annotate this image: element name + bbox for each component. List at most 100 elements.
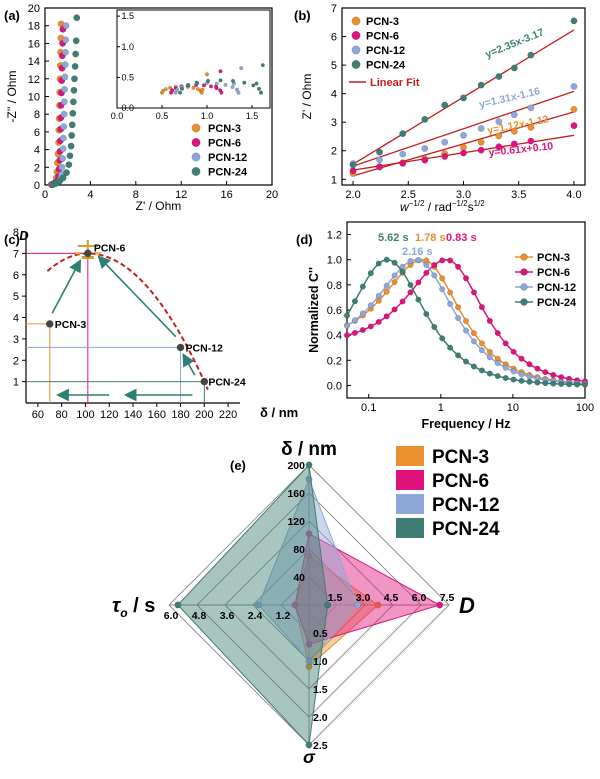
y-tick-label-c: 1	[13, 377, 19, 389]
radar-point-PCN-6	[436, 601, 444, 609]
data-point-PCN-24	[477, 81, 485, 89]
inset-point-PCN-12	[223, 82, 228, 87]
panel-label-c: (c)	[4, 232, 20, 247]
legend-marker-PCN-3	[191, 123, 201, 133]
inset-point-PCN-12	[239, 66, 244, 71]
data-point-PCN-12	[61, 73, 69, 81]
data-point-PCN-12	[477, 125, 485, 132]
x-tick-label-b: 3.0	[456, 189, 471, 201]
inset-point-PCN-24	[256, 86, 262, 91]
inset-point-PCN-12	[236, 90, 241, 95]
y-axis-label-b: Z' / Ohm	[300, 74, 314, 120]
data-point-PCN-12	[359, 310, 366, 317]
data-point-PCN-24	[59, 174, 67, 182]
data-point-PCN-24	[502, 374, 509, 382]
data-point-PCN-3	[486, 348, 493, 355]
inset-point-PCN-6	[219, 90, 224, 95]
data-point-PCN-12	[510, 111, 518, 119]
data-point-PCN-6	[415, 279, 422, 286]
data-point-PCN-24	[376, 148, 384, 156]
radar-axis-title-sigma: σ	[303, 747, 316, 767]
data-point-PCN-12	[60, 123, 68, 131]
x-tick-label-c: 140	[124, 409, 142, 421]
x-tick-label-c: 100	[76, 409, 94, 421]
data-point-PCN-6	[478, 304, 485, 311]
data-point-PCN-12	[423, 261, 430, 268]
x-axis-label-a: Z' / Ohm	[136, 199, 182, 213]
data-point-PCN-12	[61, 61, 69, 69]
x-tick-label-c: 80	[56, 409, 68, 421]
legend-marker-PCN-24	[520, 298, 528, 306]
data-point-PCN-6	[455, 263, 462, 270]
y-tick-label-c: 7	[13, 248, 19, 260]
data-point-PCN-24	[65, 161, 73, 169]
legend-label-e: PCN-12	[432, 495, 500, 516]
data-point-PCN-24	[441, 101, 449, 109]
data-point-PCN-12	[502, 364, 509, 371]
radar-point-PCN-6	[291, 601, 299, 609]
data-point-PCN-6	[375, 318, 382, 325]
inset-point-PCN-12	[230, 84, 235, 90]
radar-axis-title-tau: τo / s	[112, 595, 155, 620]
legend-swatch-PCN-6	[396, 470, 424, 490]
inset-point-PCN-24	[194, 80, 199, 85]
data-point-PCN-24	[375, 260, 382, 267]
legend-marker-PCN-3	[520, 253, 528, 261]
inset-point-PCN-24	[260, 63, 265, 68]
y-tick-label-d: 0.2	[327, 355, 342, 367]
radar-tick-D: 7.5	[440, 592, 455, 604]
y-tick-label-c: 3	[13, 334, 19, 346]
data-point-PCN-12	[441, 138, 449, 146]
inset-point-PCN-24	[205, 78, 211, 83]
inset-point-PCN-24	[177, 90, 183, 95]
y-tick-label-d: 0.4	[327, 330, 342, 342]
data-point-PCN-6	[477, 146, 485, 154]
data-point-PCN-12	[367, 302, 374, 309]
panel-label-b: (b)	[294, 8, 311, 23]
legend-label-a: PCN-6	[208, 138, 241, 150]
fit-line-PCN-12	[352, 90, 575, 167]
point-label-PCN-6: PCN-6	[94, 242, 126, 254]
inset-x-tick-label: 1.5	[246, 111, 259, 121]
data-point-PCN-12	[391, 272, 398, 279]
data-point-PCN-24	[383, 256, 390, 263]
inset-point-PCN-12	[174, 87, 180, 92]
peak-label-PCN-3: 1.78 s	[415, 232, 446, 244]
y-tick-label-c: 5	[13, 291, 19, 303]
data-point-PCN-12	[431, 272, 438, 279]
radar-tick-sigma: 2.5	[313, 740, 328, 752]
legend-label-e: PCN-3	[432, 447, 489, 468]
y-tick-label-a: 6	[34, 127, 40, 139]
data-point-PCN-24	[510, 376, 517, 383]
data-point-PCN-6	[383, 313, 390, 320]
data-point-PCN-3	[45, 320, 54, 328]
data-point-PCN-12	[462, 327, 470, 334]
radar-point-PCN-24	[305, 461, 313, 469]
radar-tick-D: 6.0	[412, 592, 427, 604]
data-point-PCN-6	[83, 249, 92, 258]
data-point-PCN-24	[574, 381, 581, 388]
y-tick-label-b: 7	[331, 3, 337, 15]
radar-tick-sigma: 1.0	[313, 656, 328, 668]
data-point-PCN-24	[455, 352, 462, 359]
legend-marker-PCN-12	[351, 45, 361, 55]
data-point-PCN-6	[423, 269, 430, 276]
radar-tick-D: 1.5	[328, 592, 343, 604]
data-point-PCN-24	[431, 324, 438, 331]
data-point-PCN-6	[460, 149, 467, 157]
arrow-up-left	[51, 259, 82, 314]
data-point-PCN-12	[60, 98, 68, 106]
y-tick-label-a: 14	[28, 56, 40, 68]
inset-x-tick-label: 0.0	[111, 111, 124, 121]
inset-y-tick-label: 1.0	[121, 42, 134, 52]
data-point-PCN-24	[349, 161, 357, 169]
radar-axis-title-delta: δ / nm	[281, 439, 337, 460]
data-point-PCN-6	[495, 143, 503, 151]
fit-equation-PCN-24: y=2.35x-3.17	[484, 26, 546, 60]
trend-curve-c	[46, 252, 209, 391]
x-tick-label-d: 10	[507, 402, 519, 414]
inset-point-PCN-24	[230, 78, 236, 83]
radar-axis-title-D: D	[459, 593, 475, 618]
point-label-PCN-24: PCN-24	[208, 377, 246, 389]
data-point-PCN-6	[421, 156, 429, 164]
